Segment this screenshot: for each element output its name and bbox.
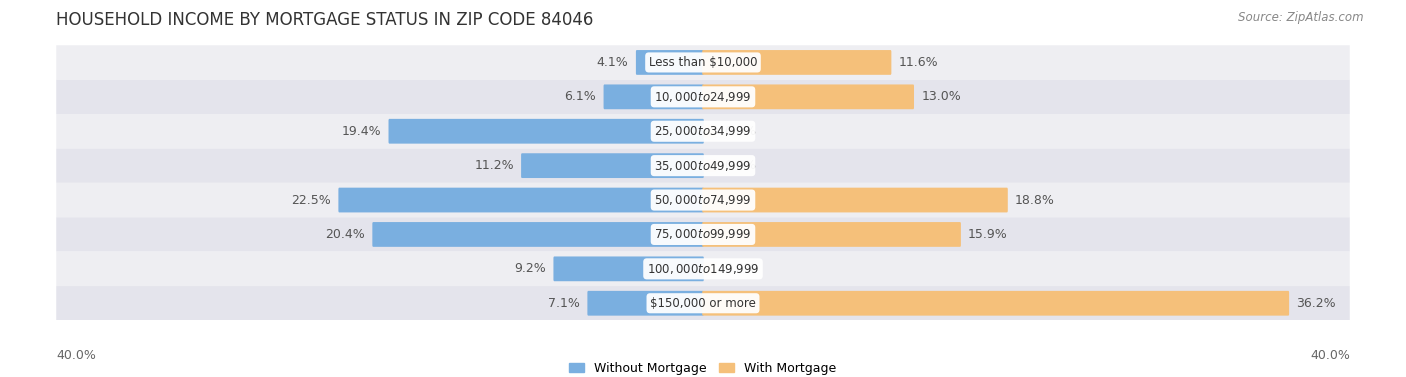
FancyBboxPatch shape xyxy=(703,262,717,275)
FancyBboxPatch shape xyxy=(702,50,891,75)
Text: HOUSEHOLD INCOME BY MORTGAGE STATUS IN ZIP CODE 84046: HOUSEHOLD INCOME BY MORTGAGE STATUS IN Z… xyxy=(56,11,593,29)
Text: Less than $10,000: Less than $10,000 xyxy=(648,56,758,69)
FancyBboxPatch shape xyxy=(703,125,717,138)
FancyBboxPatch shape xyxy=(603,84,704,109)
FancyBboxPatch shape xyxy=(373,222,704,247)
Text: 0.0%: 0.0% xyxy=(724,159,756,172)
FancyBboxPatch shape xyxy=(56,149,1350,183)
FancyBboxPatch shape xyxy=(522,153,704,178)
Text: $75,000 to $99,999: $75,000 to $99,999 xyxy=(654,227,752,241)
Text: 19.4%: 19.4% xyxy=(342,125,381,138)
Text: 13.0%: 13.0% xyxy=(921,90,962,103)
Text: $25,000 to $34,999: $25,000 to $34,999 xyxy=(654,124,752,138)
Text: 0.0%: 0.0% xyxy=(724,125,756,138)
FancyBboxPatch shape xyxy=(56,183,1350,217)
Text: 9.2%: 9.2% xyxy=(515,262,546,275)
Text: 36.2%: 36.2% xyxy=(1296,297,1336,310)
FancyBboxPatch shape xyxy=(702,188,1008,212)
FancyBboxPatch shape xyxy=(554,256,704,281)
Text: 11.6%: 11.6% xyxy=(898,56,938,69)
FancyBboxPatch shape xyxy=(56,114,1350,149)
FancyBboxPatch shape xyxy=(56,286,1350,320)
Text: 20.4%: 20.4% xyxy=(325,228,366,241)
Text: 6.1%: 6.1% xyxy=(565,90,596,103)
Text: 40.0%: 40.0% xyxy=(1310,349,1350,362)
FancyBboxPatch shape xyxy=(703,159,717,172)
FancyBboxPatch shape xyxy=(588,291,704,316)
FancyBboxPatch shape xyxy=(56,45,1350,80)
FancyBboxPatch shape xyxy=(702,222,960,247)
FancyBboxPatch shape xyxy=(388,119,704,144)
Text: Source: ZipAtlas.com: Source: ZipAtlas.com xyxy=(1239,11,1364,24)
Text: 7.1%: 7.1% xyxy=(548,297,581,310)
Text: 22.5%: 22.5% xyxy=(291,193,332,207)
Legend: Without Mortgage, With Mortgage: Without Mortgage, With Mortgage xyxy=(569,362,837,375)
Text: 11.2%: 11.2% xyxy=(474,159,513,172)
Text: 18.8%: 18.8% xyxy=(1015,193,1054,207)
Text: 15.9%: 15.9% xyxy=(969,228,1008,241)
Text: $35,000 to $49,999: $35,000 to $49,999 xyxy=(654,159,752,173)
Text: 40.0%: 40.0% xyxy=(56,349,96,362)
FancyBboxPatch shape xyxy=(56,80,1350,114)
FancyBboxPatch shape xyxy=(702,291,1289,316)
FancyBboxPatch shape xyxy=(636,50,704,75)
FancyBboxPatch shape xyxy=(702,84,914,109)
FancyBboxPatch shape xyxy=(56,252,1350,286)
FancyBboxPatch shape xyxy=(339,188,704,212)
Text: $150,000 or more: $150,000 or more xyxy=(650,297,756,310)
Text: 0.0%: 0.0% xyxy=(724,262,756,275)
Text: 4.1%: 4.1% xyxy=(598,56,628,69)
FancyBboxPatch shape xyxy=(56,217,1350,252)
Text: $100,000 to $149,999: $100,000 to $149,999 xyxy=(647,262,759,276)
Text: $50,000 to $74,999: $50,000 to $74,999 xyxy=(654,193,752,207)
Text: $10,000 to $24,999: $10,000 to $24,999 xyxy=(654,90,752,104)
